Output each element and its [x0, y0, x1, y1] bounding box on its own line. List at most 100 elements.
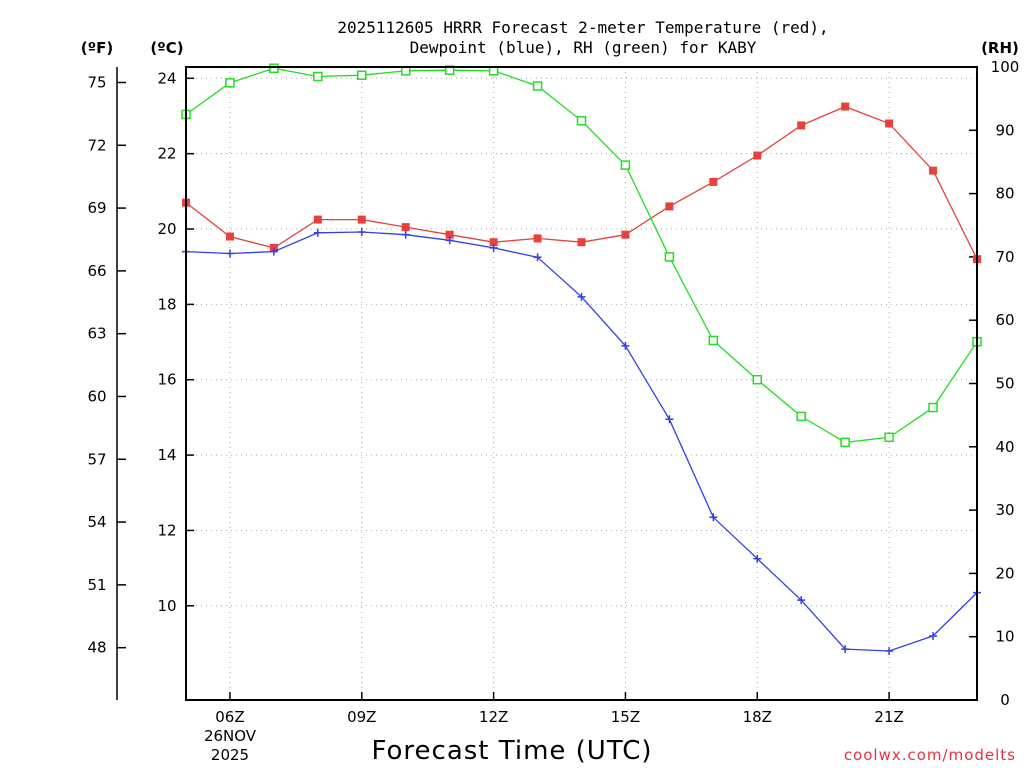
- temperature-point: [533, 234, 542, 243]
- series-layer: [181, 63, 982, 656]
- celsius-tick-label: 24: [157, 69, 176, 87]
- celsius-tick-label: 18: [157, 295, 176, 313]
- dewpoint-point: [401, 230, 410, 239]
- time-tick-label: 12Z: [479, 708, 508, 726]
- fahrenheit-tick-label: 54: [87, 513, 106, 531]
- temperature-point: [797, 121, 806, 130]
- fahrenheit-tick-label: 63: [87, 325, 106, 343]
- rh-tick-label: 70: [995, 248, 1014, 266]
- celsius-tick-label: 14: [157, 446, 176, 464]
- dewpoint-point: [269, 247, 278, 256]
- temperature-point: [929, 166, 938, 175]
- rh-point: [225, 78, 235, 88]
- chart-title-line1: 2025112605 HRRR Forecast 2-meter Tempera…: [337, 18, 828, 37]
- celsius-axis: 10 12 14 16 18 20 22 24: [157, 69, 194, 615]
- rh-point: [884, 432, 894, 443]
- temperature-point: [753, 151, 762, 160]
- fahrenheit-tick-label: 66: [87, 262, 106, 280]
- credit-link[interactable]: coolwx.com/modelts: [844, 746, 1016, 764]
- time-tick-label: 15Z: [611, 708, 640, 726]
- temperature-point: [401, 223, 410, 232]
- dewpoint-point: [709, 513, 718, 522]
- rh-tick-label: 80: [995, 185, 1014, 203]
- rh-point: [620, 160, 631, 170]
- temperature-point: [885, 119, 894, 128]
- fahrenheit-unit-label: (ºF): [81, 39, 113, 57]
- fahrenheit-tick-label: 60: [87, 387, 106, 405]
- fahrenheit-tick-label: 72: [87, 136, 106, 154]
- temperature-point: [489, 238, 498, 247]
- celsius-tick-label: 10: [157, 597, 176, 615]
- time-tick-label: 09Z: [347, 708, 376, 726]
- rh-tick-label: 20: [995, 564, 1014, 582]
- dewpoint-point: [665, 415, 674, 424]
- x-axis-label: Forecast Time (UTC): [371, 736, 652, 766]
- date-label-year: 2025: [211, 746, 249, 764]
- rh-point: [269, 63, 279, 74]
- fahrenheit-tick-label: 48: [87, 639, 106, 657]
- dewpoint-point: [797, 596, 806, 605]
- fahrenheit-tick-label: 51: [87, 576, 106, 594]
- celsius-unit-label: (ºC): [150, 39, 183, 57]
- rh-point: [928, 402, 938, 413]
- temperature-point: [665, 202, 674, 211]
- temperature-point: [621, 230, 630, 239]
- rh-tick-label: 100: [991, 58, 1020, 76]
- rh-axis: 0 10 20 30 40 50 60 70 80 90 100: [969, 58, 1019, 709]
- rh-tick-label: 0: [1000, 691, 1010, 709]
- celsius-tick-label: 20: [157, 220, 176, 238]
- rh-tick-label: 30: [995, 501, 1014, 519]
- dewpoint-point: [357, 228, 366, 237]
- rh-point: [708, 335, 719, 346]
- celsius-tick-label: 22: [157, 145, 176, 163]
- temperature-point: [841, 102, 850, 111]
- dewpoint-point: [753, 554, 762, 563]
- rh-tick-label: 60: [995, 311, 1014, 329]
- rh-point: [313, 71, 323, 82]
- temperature-point: [313, 215, 322, 224]
- rh-point: [796, 411, 806, 422]
- chart-title-line2: Dewpoint (blue), RH (green) for KABY: [410, 38, 757, 57]
- dewpoint-point: [489, 243, 498, 252]
- dewpoint-point: [445, 236, 454, 245]
- time-tick-label: 06Z: [215, 708, 244, 726]
- dewpoint-point: [313, 228, 322, 237]
- rh-point: [664, 252, 675, 262]
- fahrenheit-tick-label: 57: [87, 450, 106, 468]
- rh-point: [752, 374, 763, 385]
- celsius-tick-label: 16: [157, 371, 176, 389]
- rh-point: [532, 81, 543, 91]
- time-tick-label: 18Z: [743, 708, 772, 726]
- dewpoint-point: [577, 292, 586, 301]
- temperature-point: [225, 232, 234, 241]
- dewpoint-point: [929, 631, 938, 640]
- date-label-day: 26NOV: [204, 727, 257, 745]
- time-axis: 06Z 09Z 12Z 15Z 18Z 21Z: [215, 692, 904, 726]
- rh-point: [357, 70, 367, 80]
- temperature-point: [445, 230, 454, 239]
- temperature-line: [185, 105, 978, 260]
- fahrenheit-axis: 48 51 54 57 60 63 66 69 72 75: [87, 73, 126, 657]
- fahrenheit-tick-label: 75: [87, 73, 106, 91]
- dewpoint-point: [225, 249, 234, 258]
- temperature-point: [357, 215, 366, 224]
- rh-tick-label: 50: [995, 375, 1014, 393]
- dewpoint-point: [885, 647, 894, 656]
- rh-tick-label: 40: [995, 438, 1014, 456]
- temperature-point: [577, 238, 586, 247]
- rh-tick-label: 90: [995, 121, 1014, 139]
- temperature-point: [709, 177, 718, 186]
- dewpoint-point: [841, 645, 850, 654]
- dewpoint-point: [621, 341, 630, 350]
- dewpoint-point: [533, 253, 542, 262]
- rh-point: [840, 437, 850, 448]
- rh-unit-label: (RH): [981, 39, 1019, 57]
- fahrenheit-tick-label: 69: [87, 199, 106, 217]
- celsius-tick-label: 12: [157, 521, 176, 539]
- rh-tick-label: 10: [995, 628, 1014, 646]
- time-tick-label: 21Z: [874, 708, 903, 726]
- plot-frame: [185, 66, 978, 701]
- gridlines: [186, 67, 977, 700]
- rh-point: [576, 116, 587, 126]
